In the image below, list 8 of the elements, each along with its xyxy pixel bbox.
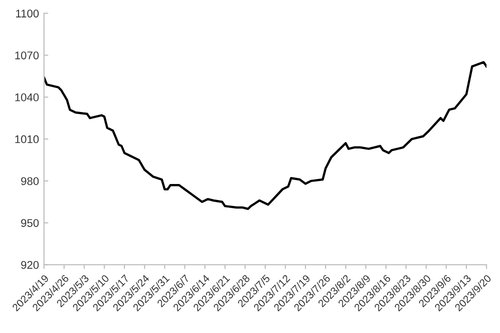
y-tick-label: 1070 [15,51,39,60]
line-series [44,61,486,210]
y-tick-label: 1040 [15,93,39,102]
y-tick-label: 920 [21,261,39,269]
y-tick-label: 1010 [15,135,39,144]
y-tick-label: 950 [21,219,39,227]
y-tick-label: 980 [21,177,39,186]
y-tick-label: 1100 [16,10,39,18]
